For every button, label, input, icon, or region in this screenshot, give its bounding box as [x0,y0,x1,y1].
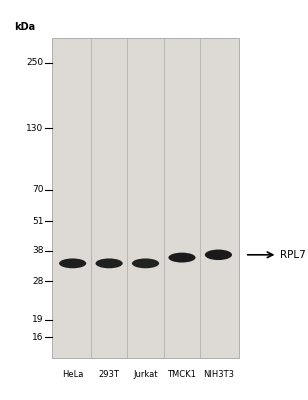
Text: 28: 28 [32,277,43,286]
Text: 38: 38 [32,246,43,255]
Text: 16: 16 [32,332,43,342]
Ellipse shape [59,258,86,268]
Text: NIH3T3: NIH3T3 [203,370,234,379]
Text: 51: 51 [32,217,43,226]
Text: RPL7: RPL7 [280,250,306,260]
Text: 293T: 293T [99,370,120,379]
Text: 70: 70 [32,185,43,194]
Text: kDa: kDa [14,22,35,32]
Ellipse shape [95,258,123,268]
Ellipse shape [205,250,232,260]
Text: TMCK1: TMCK1 [168,370,197,379]
Text: 19: 19 [32,316,43,324]
Text: 130: 130 [26,124,43,133]
Bar [52,38,239,358]
Ellipse shape [132,258,159,268]
Text: 250: 250 [26,58,43,67]
Text: HeLa: HeLa [62,370,83,379]
Ellipse shape [168,253,196,262]
Text: Jurkat: Jurkat [133,370,158,379]
